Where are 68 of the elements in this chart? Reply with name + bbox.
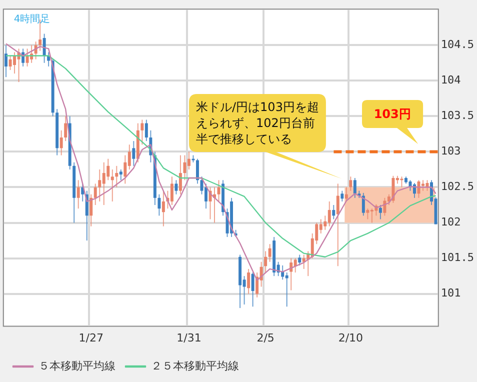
candlestick — [353, 178, 356, 198]
candlestick — [422, 180, 424, 192]
candlestick — [332, 204, 336, 220]
candlestick — [290, 258, 293, 291]
candlestick — [400, 176, 404, 188]
candlestick — [344, 186, 348, 202]
candlestick — [204, 183, 208, 210]
y-tick-label: 104.5 — [440, 38, 474, 51]
text: 4時間足 — [14, 13, 50, 26]
candlestick — [106, 158, 110, 181]
candlestick — [264, 250, 268, 274]
candlestick — [110, 168, 114, 202]
x-tick-label: 1/31 — [176, 331, 202, 344]
candlestick — [178, 154, 182, 195]
y-tick-label: 101.5 — [440, 251, 474, 264]
candlestick — [102, 162, 106, 206]
candlestick — [4, 44, 8, 78]
candlestick — [328, 200, 331, 227]
y-tick-label: 101 — [440, 286, 461, 300]
candlestick — [298, 254, 302, 266]
candlestick — [349, 176, 352, 192]
x-tick-label: 2/10 — [338, 331, 364, 344]
y-tick-label: 103 — [440, 144, 461, 158]
candlestick — [158, 194, 161, 216]
legend-label: ２５本移動平均線 — [151, 359, 239, 372]
candlestick — [366, 208, 370, 220]
candlestick — [362, 192, 365, 216]
candlestick — [60, 130, 63, 156]
ref-line-label: 103円 — [372, 106, 412, 122]
candlestick — [378, 204, 382, 220]
legend-label: ５本移動平均線 — [38, 359, 116, 372]
candlestick — [183, 154, 186, 181]
candlestick — [81, 183, 84, 202]
candlestick — [94, 183, 97, 206]
y-tick-label: 103.5 — [440, 109, 474, 122]
candlestick — [370, 208, 374, 224]
candlestick — [196, 158, 199, 184]
candlestick — [119, 168, 122, 181]
candlestick — [64, 116, 68, 142]
candlestick — [144, 119, 148, 142]
candlestick — [383, 197, 386, 216]
candlestick — [8, 55, 12, 70]
candlestick — [294, 258, 297, 274]
candlestick — [247, 268, 250, 294]
y-tick-label: 104 — [440, 74, 462, 87]
candlestick — [392, 175, 395, 204]
candlestick — [268, 244, 272, 262]
candlestick — [98, 168, 102, 202]
x-tick-label: 1/27 — [78, 331, 104, 344]
candlestick — [124, 154, 127, 184]
x-tick-label: 2/5 — [256, 331, 274, 344]
candlestick — [187, 151, 190, 170]
candlestick — [340, 190, 344, 202]
annotation: 米ドル/円は103円を超えられず、102円台前半で推移している — [196, 99, 319, 147]
candlestick — [140, 119, 144, 146]
candlestick — [336, 183, 340, 267]
candlestick — [132, 140, 136, 166]
candlestick — [90, 194, 93, 227]
y-tick-label: 102 — [440, 216, 461, 229]
candlestick — [170, 176, 174, 206]
candlestick — [115, 165, 118, 188]
candlestick — [251, 272, 254, 308]
y-tick-label: 102.5 — [440, 180, 474, 194]
candlestick — [13, 52, 16, 74]
candlestick — [174, 180, 178, 195]
candlestick — [162, 190, 165, 227]
candlestick — [26, 48, 29, 67]
candlestick — [76, 180, 80, 210]
